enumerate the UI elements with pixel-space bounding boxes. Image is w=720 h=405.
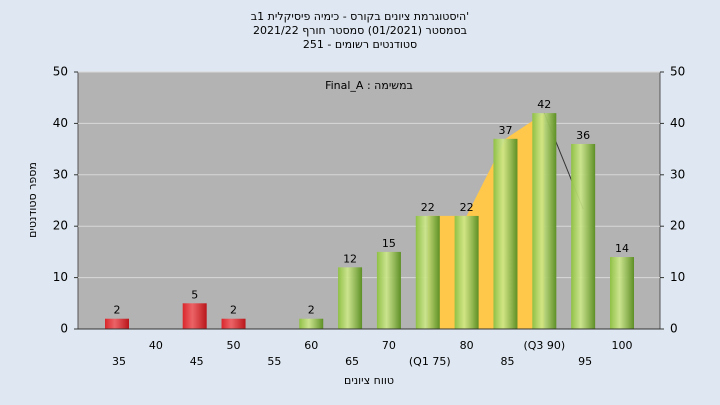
y-axis-label: מספר סטודנטים — [26, 162, 39, 238]
bar — [610, 257, 634, 329]
bar — [415, 215, 440, 329]
value-label: 37 — [498, 124, 512, 137]
bar — [182, 303, 207, 329]
bar — [338, 267, 363, 329]
plot-area — [77, 71, 661, 330]
y-tick-label: 20 — [53, 219, 68, 233]
x-axis-label: טווח ציונים — [344, 374, 394, 387]
y-tick-label: 0 — [60, 322, 68, 336]
x-tick-label: 60 — [304, 339, 318, 352]
value-label: 12 — [343, 252, 357, 265]
x-tick-label: 65 — [345, 355, 359, 368]
y2-tick-label: 50 — [670, 65, 685, 79]
value-label: 5 — [191, 288, 198, 301]
y-tick-label: 50 — [53, 65, 68, 79]
bar — [493, 138, 518, 329]
x-tick-label: 35 — [112, 355, 126, 368]
x-tick-label: 45 — [190, 355, 204, 368]
y2-tick-label: 20 — [670, 219, 685, 233]
value-label: 36 — [576, 129, 590, 142]
x-tick-label: (Q1 75) — [409, 355, 451, 368]
value-label: 15 — [382, 237, 396, 250]
y-tick-label: 30 — [53, 167, 68, 181]
value-label: 2 — [114, 304, 121, 317]
x-tick-label: 95 — [578, 355, 592, 368]
x-tick-label: 55 — [267, 355, 281, 368]
value-label: 22 — [460, 201, 474, 214]
annotation: במשימה : Final_A — [325, 79, 413, 92]
bar — [571, 143, 596, 329]
bar — [299, 318, 324, 329]
y2-tick-label: 40 — [670, 116, 685, 130]
x-tick-label: 85 — [500, 355, 514, 368]
value-label: 22 — [421, 201, 435, 214]
x-tick-label: 70 — [382, 339, 396, 352]
chart-subtitle: בסמסטר (01/2021) סמסטר חורף 2021/22 — [253, 24, 467, 37]
bar — [105, 318, 129, 329]
bar — [454, 215, 479, 329]
value-label: 42 — [537, 98, 551, 111]
x-tick-label: (Q3 90) — [523, 339, 565, 352]
value-label: 14 — [615, 242, 629, 255]
bar — [532, 113, 557, 330]
value-label: 2 — [230, 304, 237, 317]
y2-tick-label: 10 — [670, 270, 685, 284]
chart-title: 'היסטוגרמת ציונים בקורס - כימיה פיסיקלית… — [251, 10, 469, 23]
chart-subtitle: סטודנטים רשומים - 251 — [303, 38, 417, 51]
bar — [376, 251, 401, 329]
x-tick-label: 100 — [612, 339, 633, 352]
x-tick-label: 50 — [227, 339, 241, 352]
value-label: 2 — [308, 304, 315, 317]
y2-tick-label: 0 — [670, 322, 678, 336]
y2-tick-label: 30 — [670, 167, 685, 181]
x-tick-label: 40 — [149, 339, 163, 352]
y-tick-label: 10 — [53, 270, 68, 284]
x-tick-label: 80 — [460, 339, 474, 352]
bar — [221, 318, 246, 329]
y-tick-label: 40 — [53, 116, 68, 130]
